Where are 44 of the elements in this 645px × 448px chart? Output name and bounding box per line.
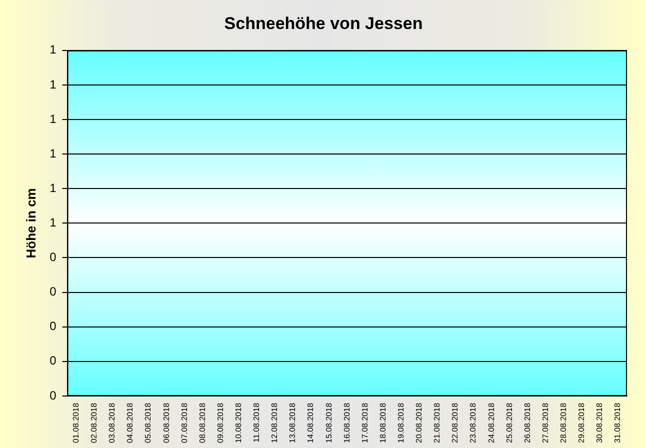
x-tick-label: 20.08.2018 — [414, 402, 424, 444]
y-tick-label: 1 — [50, 112, 57, 126]
x-tick-label: 02.08.2018 — [90, 402, 99, 444]
x-tick-label: 07.08.2018 — [180, 402, 189, 444]
x-tick-label: 12.08.2018 — [270, 402, 280, 444]
x-tick-label: 28.08.2018 — [559, 402, 568, 444]
x-tick-label: 29.08.2018 — [577, 402, 586, 444]
y-tick-label: 0 — [50, 284, 57, 299]
x-tick-label: 15.08.2018 — [324, 402, 334, 444]
x-tick-label: 24.08.2018 — [486, 402, 496, 444]
y-tick-label: 1 — [50, 42, 57, 57]
x-tick-label: 06.08.2018 — [162, 402, 171, 444]
y-tick-label: 1 — [50, 180, 57, 195]
x-tick-label: 05.08.2018 — [144, 402, 153, 444]
x-tick-label: 04.08.2018 — [126, 402, 135, 444]
y-tick-label: 1 — [50, 215, 57, 230]
y-tick-label: 0 — [50, 354, 57, 368]
x-tick-label: 14.08.2018 — [306, 402, 316, 444]
x-tick-label: 27.08.2018 — [540, 402, 550, 444]
x-tick-label: 30.08.2018 — [595, 402, 604, 444]
chart-title: Schneehöhe von Jessen — [224, 14, 423, 33]
y-tick-label: 0 — [50, 250, 57, 264]
y-axis-title: Höhe in cm — [23, 188, 38, 258]
x-tick-label: 22.08.2018 — [450, 402, 460, 444]
y-tick-label: 0 — [50, 319, 57, 334]
x-tick-label: 21.08.2018 — [432, 402, 442, 444]
y-tick-label: 0 — [50, 388, 57, 402]
x-tick-label: 01.08.2018 — [72, 402, 81, 444]
x-tick-label: 25.08.2018 — [504, 402, 514, 444]
x-tick-label: 10.08.2018 — [234, 402, 244, 444]
x-tick-label: 16.08.2018 — [342, 402, 352, 444]
x-tick-label: 31.08.2018 — [613, 402, 622, 444]
x-tick-label: 03.08.2018 — [108, 402, 117, 444]
x-tick-label: 19.08.2018 — [396, 402, 406, 444]
x-tick-label: 26.08.2018 — [522, 402, 532, 444]
x-tick-label: 09.08.2018 — [216, 402, 225, 444]
x-tick-label: 17.08.2018 — [360, 402, 370, 444]
y-tick-label: 1 — [50, 146, 57, 160]
x-tick-label: 13.08.2018 — [288, 402, 298, 444]
y-tick-label: 1 — [50, 77, 57, 92]
x-tick-label: 11.08.2018 — [252, 402, 262, 442]
x-tick-label: 23.08.2018 — [468, 402, 478, 444]
x-tick-label: 18.08.2018 — [378, 402, 388, 444]
x-tick-label: 08.08.2018 — [198, 402, 207, 444]
